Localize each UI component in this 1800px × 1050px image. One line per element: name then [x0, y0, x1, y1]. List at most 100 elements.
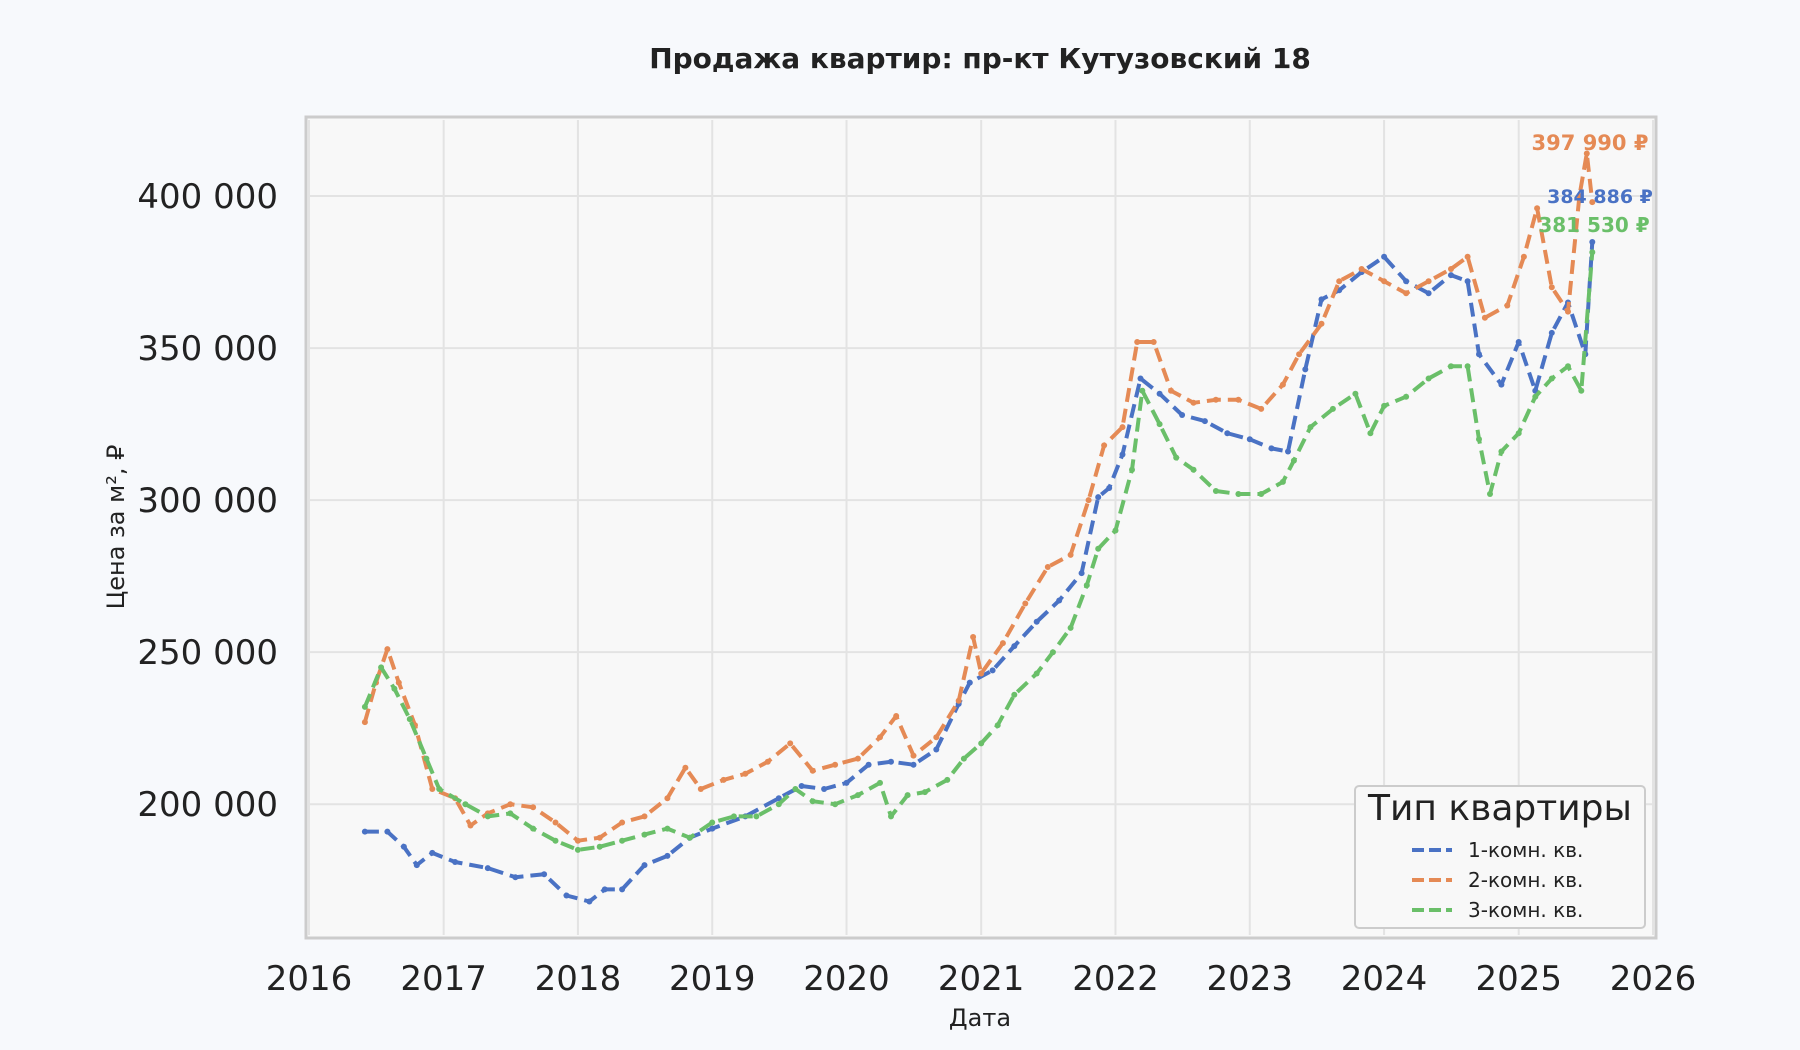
data-point: [1583, 150, 1590, 157]
data-point: [1302, 366, 1309, 373]
data-point: [1078, 570, 1085, 577]
data-point: [378, 664, 385, 671]
data-point: [1150, 339, 1157, 345]
legend-box: [1354, 785, 1646, 929]
data-point: [429, 849, 436, 856]
data-point: [1403, 290, 1410, 297]
legend: Тип квартиры 1-комн. кв. 2-комн. кв. 3-ком…: [1354, 785, 1646, 929]
data-point: [1307, 424, 1314, 431]
data-point: [1235, 396, 1242, 403]
data-point: [530, 825, 537, 832]
data-point: [1106, 485, 1113, 491]
data-point: [619, 819, 626, 826]
data-point: [1476, 351, 1482, 358]
data-point: [1212, 488, 1219, 494]
data-point: [960, 755, 967, 762]
data-point: [563, 892, 570, 899]
y-tick-labels: 200 000 250 000 300 000 350 000 400 000: [137, 177, 278, 825]
legend-items: 1-комн. кв. 2-комн. кв. 3-комн. кв.: [1412, 838, 1583, 922]
data-point: [709, 819, 716, 826]
data-point: [361, 703, 368, 710]
data-point: [1565, 308, 1571, 315]
data-point: [1067, 624, 1074, 631]
series-line: [363, 252, 1595, 852]
data-point: [596, 843, 603, 850]
data-point: [641, 831, 648, 838]
data-point: [452, 859, 459, 865]
data-point: [1129, 466, 1135, 473]
data-point: [682, 764, 689, 771]
data-point: [429, 786, 436, 792]
data-point: [1212, 396, 1219, 403]
legend-item-label: 1-комн. кв.: [1468, 838, 1583, 862]
data-point: [1268, 445, 1275, 452]
data-point: [1515, 339, 1522, 345]
data-point: [664, 795, 671, 802]
end-labels: 384 886 ₽ 397 990 ₽ 381 530 ₽: [1532, 131, 1653, 237]
data-point: [1224, 430, 1231, 437]
data-point: [1290, 457, 1297, 464]
data-point: [775, 795, 782, 802]
y-tick-label: 250 000: [137, 633, 278, 673]
data-point: [843, 779, 850, 786]
data-point: [1011, 643, 1018, 650]
data-point: [910, 761, 917, 768]
data-point: [1085, 497, 1092, 504]
x-tick-label: 2025: [1475, 959, 1562, 999]
data-point: [1352, 390, 1359, 397]
data-point: [865, 761, 872, 768]
data-point: [391, 685, 398, 692]
data-point: [384, 828, 391, 835]
series-end-label: 384 886 ₽: [1547, 186, 1653, 208]
data-point: [1258, 491, 1265, 497]
x-tick-label: 2018: [535, 959, 622, 999]
data-point: [1403, 393, 1410, 400]
data-point: [999, 640, 1006, 647]
data-point: [888, 813, 894, 820]
data-point: [1336, 278, 1343, 285]
data-point: [436, 786, 443, 792]
data-point: [1520, 253, 1527, 260]
series-3: [361, 249, 1596, 853]
data-point: [641, 813, 648, 820]
data-point: [1548, 375, 1555, 382]
data-point: [1101, 442, 1108, 449]
data-point: [1476, 436, 1482, 443]
data-point: [854, 792, 861, 799]
data-point: [753, 813, 760, 820]
data-point: [541, 871, 548, 878]
data-point: [877, 734, 883, 741]
data-point: [1156, 390, 1163, 397]
data-point: [809, 767, 816, 774]
data-point: [1481, 314, 1488, 321]
x-tick-label: 2023: [1206, 959, 1293, 999]
data-point: [619, 886, 626, 893]
data-point: [361, 828, 368, 835]
data-point: [1589, 239, 1596, 245]
data-point: [1285, 448, 1291, 455]
legend-title: Тип квартиры: [1367, 788, 1632, 829]
data-point: [1381, 402, 1388, 409]
data-point: [1134, 339, 1141, 345]
data-point: [512, 874, 519, 881]
data-point: [1173, 454, 1180, 461]
data-point: [1119, 451, 1126, 458]
data-point: [1279, 381, 1286, 388]
data-point: [798, 783, 805, 789]
data-point: [413, 862, 420, 869]
data-point: [1498, 448, 1505, 455]
data-point: [1279, 478, 1286, 485]
data-point: [775, 801, 782, 808]
data-point: [1296, 351, 1303, 358]
data-point: [1464, 278, 1471, 285]
data-point: [641, 862, 648, 869]
x-tick-label: 2026: [1610, 959, 1697, 999]
data-point: [933, 746, 940, 753]
x-tick-label: 2017: [400, 959, 487, 999]
data-point: [1095, 545, 1102, 552]
data-point: [1548, 284, 1555, 291]
data-point: [596, 834, 603, 841]
y-tick-label: 300 000: [137, 481, 278, 521]
data-point: [1464, 253, 1471, 260]
